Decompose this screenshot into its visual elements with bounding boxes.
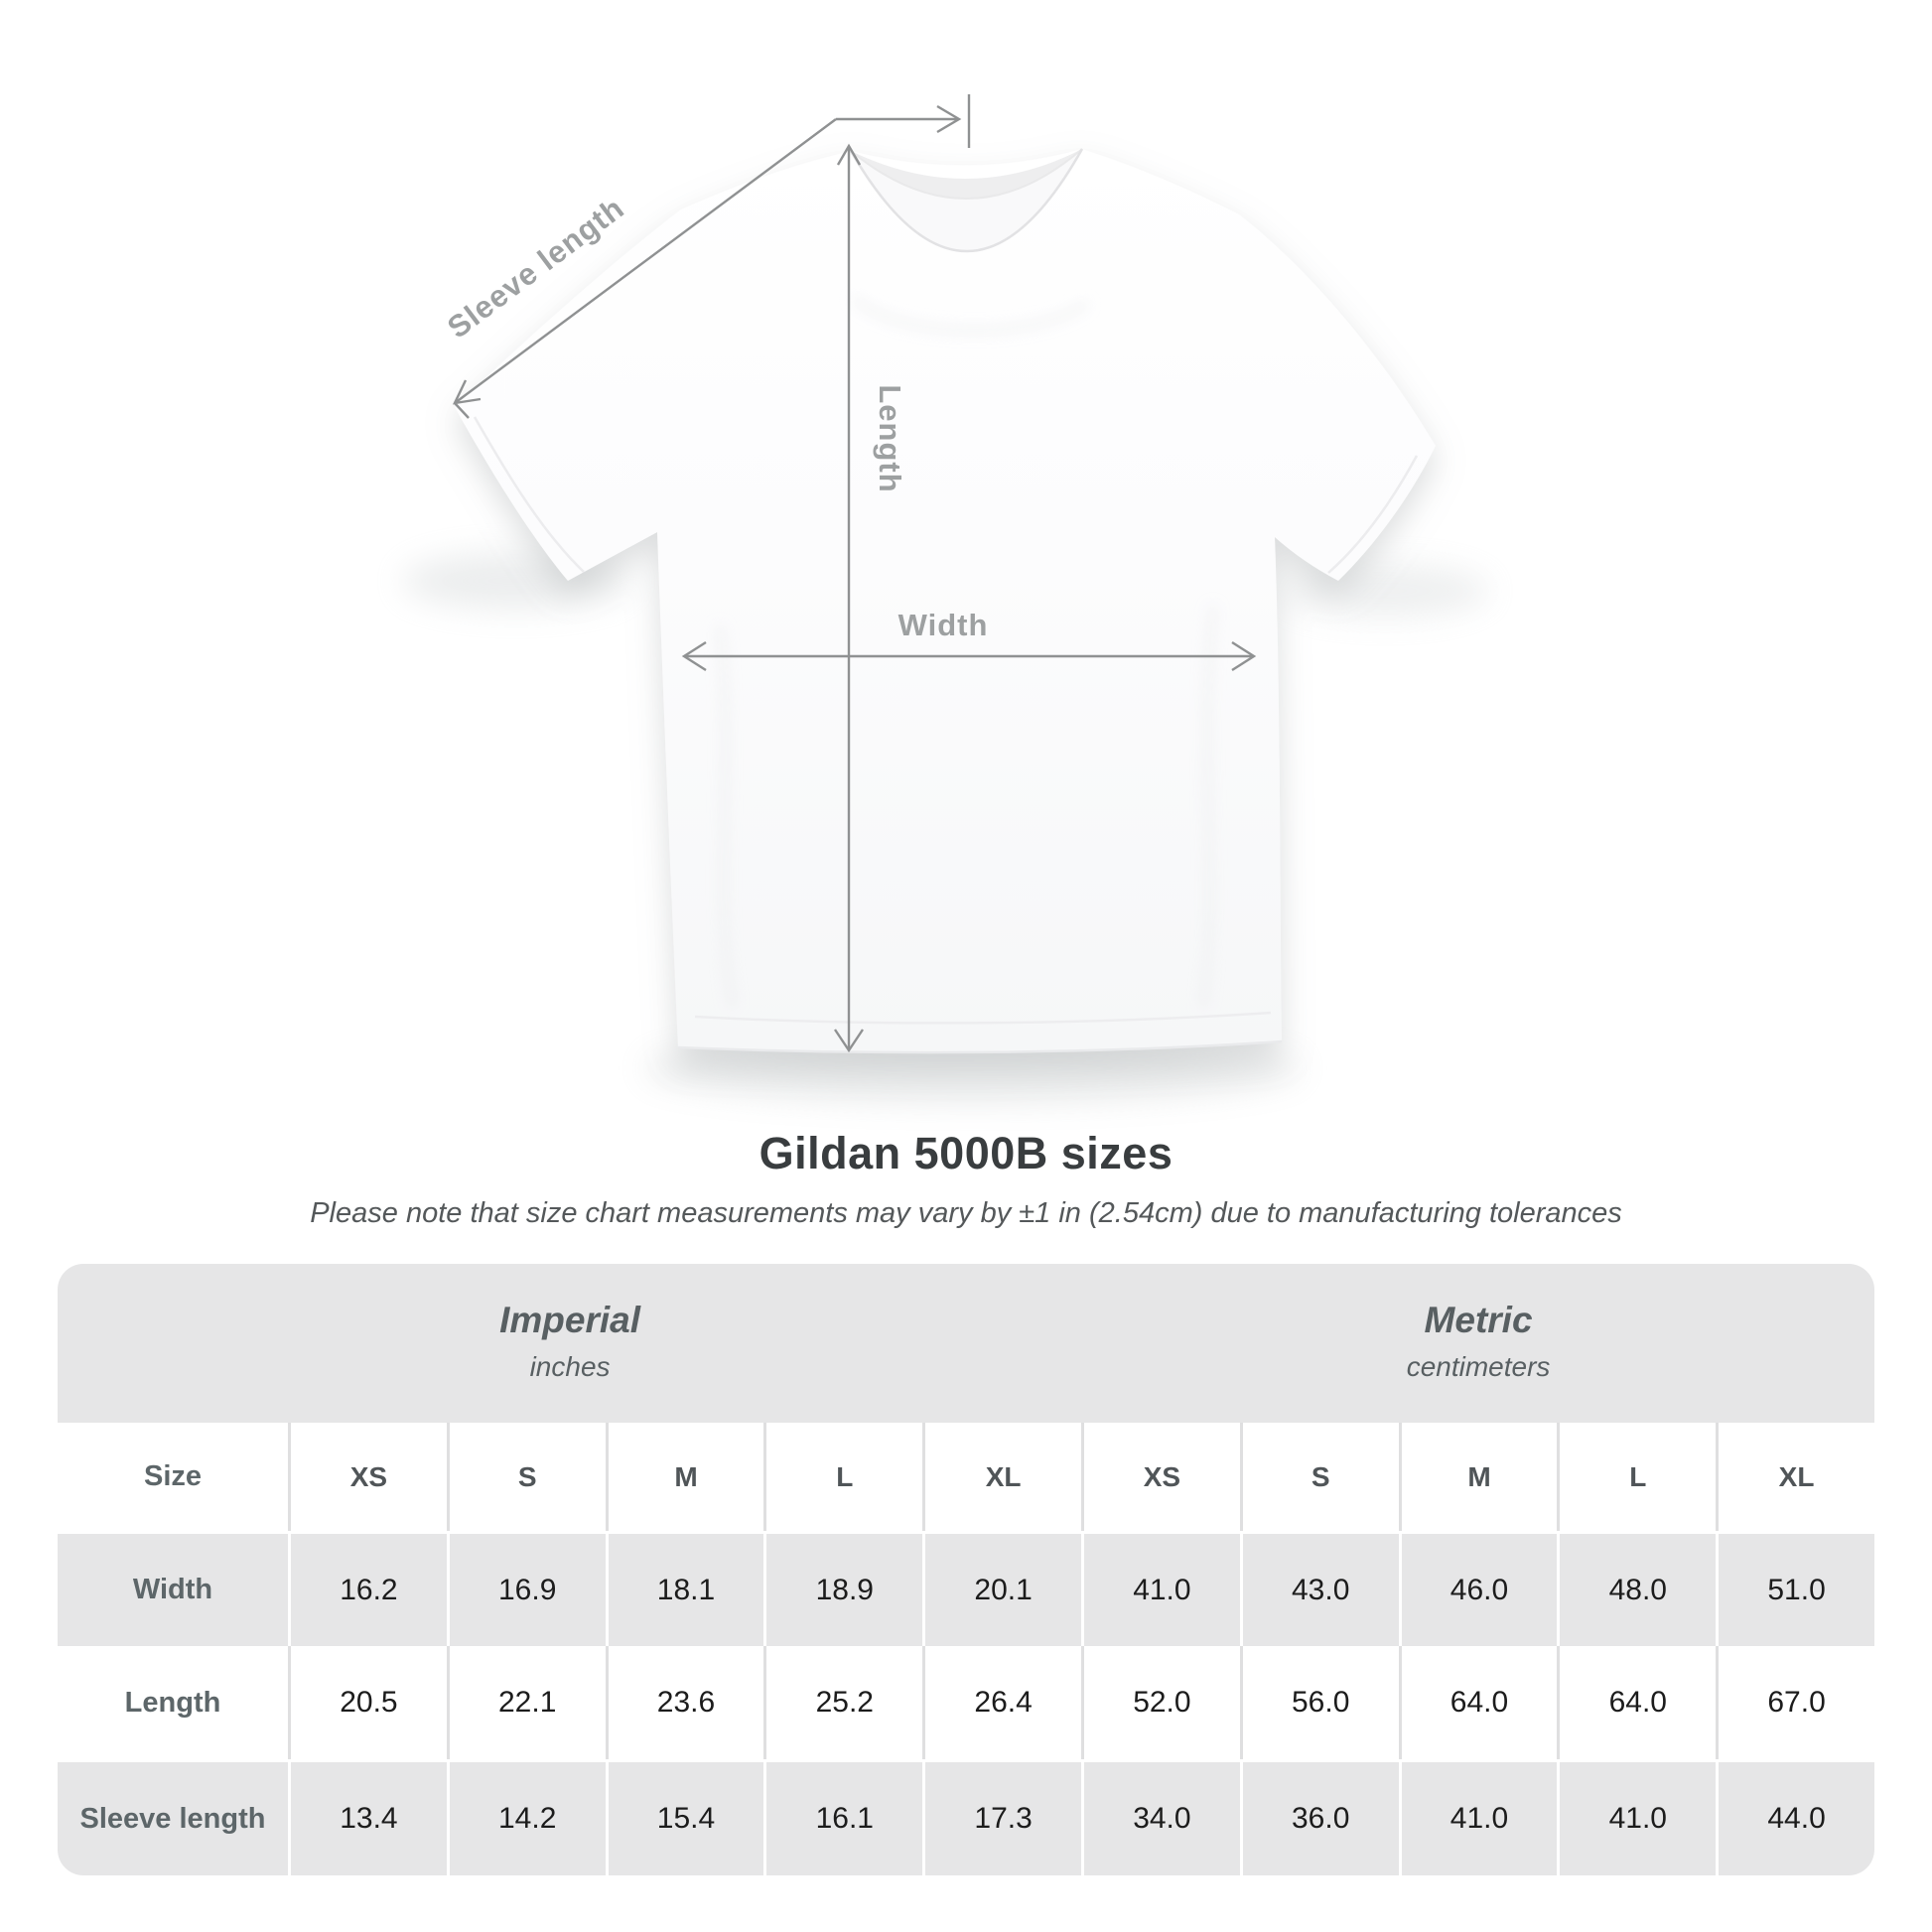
title-block: Gildan 5000B sizes Please note that size… — [0, 1128, 1932, 1230]
size-table: Imperial inches Metric centimeters Size … — [58, 1264, 1874, 1875]
column-header: M — [1398, 1423, 1558, 1531]
column-header: M — [605, 1423, 764, 1531]
table-cell: 46.0 — [1398, 1534, 1558, 1646]
table-cell: 52.0 — [1080, 1646, 1240, 1759]
table-row-length: Length 20.5 22.1 23.6 25.2 26.4 52.0 56.… — [58, 1646, 1874, 1759]
unit-header-band: Imperial inches Metric centimeters — [58, 1264, 1874, 1423]
sleeve-length-arrow — [452, 104, 962, 419]
table-cell: 36.0 — [1239, 1762, 1399, 1875]
table-cell: 48.0 — [1557, 1534, 1716, 1646]
page-title: Gildan 5000B sizes — [759, 1128, 1173, 1178]
table-cell: 64.0 — [1557, 1646, 1716, 1759]
table-cell: 17.3 — [922, 1762, 1081, 1875]
table-cell: 18.9 — [763, 1534, 922, 1646]
table-cell: 25.2 — [763, 1646, 922, 1759]
tshirt-collar — [849, 148, 1084, 253]
unit-title: Metric — [1424, 1300, 1533, 1340]
width-label: Width — [898, 608, 989, 642]
column-header: S — [446, 1423, 606, 1531]
unit-subtitle: inches — [529, 1351, 611, 1382]
column-header: XS — [288, 1423, 447, 1531]
row-label: Length — [124, 1686, 221, 1719]
column-header: XS — [1080, 1423, 1240, 1531]
table-cell: 20.1 — [922, 1534, 1081, 1646]
unit-subtitle: centimeters — [1406, 1351, 1551, 1382]
table-cell: 16.1 — [763, 1762, 922, 1875]
tshirt-graphic — [455, 149, 1436, 1053]
table-cell: 18.1 — [605, 1534, 764, 1646]
table-cell: 14.2 — [446, 1762, 606, 1875]
table-cell: 64.0 — [1398, 1646, 1558, 1759]
column-header: XL — [922, 1423, 1081, 1531]
row-label: Size — [143, 1460, 203, 1492]
table-cell: 22.1 — [446, 1646, 606, 1759]
page-subtitle: Please note that size chart measurements… — [310, 1197, 1622, 1229]
width-arrow — [681, 640, 1257, 672]
row-label: Sleeve length — [79, 1802, 266, 1835]
unit-title: Imperial — [499, 1300, 640, 1340]
unit-group-metric: Metric centimeters — [1082, 1264, 1874, 1423]
table-row-width: Width 16.2 16.9 18.1 18.9 20.1 41.0 43.0… — [58, 1531, 1874, 1646]
table-cell: 23.6 — [605, 1646, 764, 1759]
length-arrow — [834, 143, 864, 1053]
length-label: Length — [873, 384, 907, 492]
table-cell: 56.0 — [1239, 1646, 1399, 1759]
table-cell: 26.4 — [922, 1646, 1081, 1759]
size-header-row: Size XS S M L XL XS S M L XL — [58, 1423, 1874, 1531]
stitch-lines — [473, 416, 1419, 1054]
column-header: L — [1557, 1423, 1716, 1531]
table-cell: 15.4 — [605, 1762, 764, 1875]
table-cell: 16.9 — [446, 1534, 606, 1646]
table-cell: 43.0 — [1239, 1534, 1399, 1646]
table-cell: 13.4 — [288, 1762, 447, 1875]
table-cell: 44.0 — [1716, 1762, 1874, 1875]
row-label: Width — [132, 1574, 213, 1605]
tshirt-diagram: Sleeve length Length Width — [402, 94, 1489, 1100]
table-cell: 41.0 — [1557, 1762, 1716, 1875]
table-cell: 20.5 — [288, 1646, 447, 1759]
column-header: XL — [1716, 1423, 1874, 1531]
table-cell: 16.2 — [288, 1534, 447, 1646]
table-cell: 51.0 — [1716, 1534, 1874, 1646]
column-header: S — [1239, 1423, 1399, 1531]
unit-group-imperial: Imperial inches — [58, 1264, 1082, 1423]
table-cell: 41.0 — [1398, 1762, 1558, 1875]
column-header: L — [763, 1423, 922, 1531]
table-cell: 34.0 — [1080, 1762, 1240, 1875]
fabric-wrinkles — [717, 295, 1216, 1009]
table-cell: 67.0 — [1716, 1646, 1874, 1759]
table-row-sleeve-length: Sleeve length 13.4 14.2 15.4 16.1 17.3 3… — [58, 1759, 1874, 1875]
table-cell: 41.0 — [1080, 1534, 1240, 1646]
